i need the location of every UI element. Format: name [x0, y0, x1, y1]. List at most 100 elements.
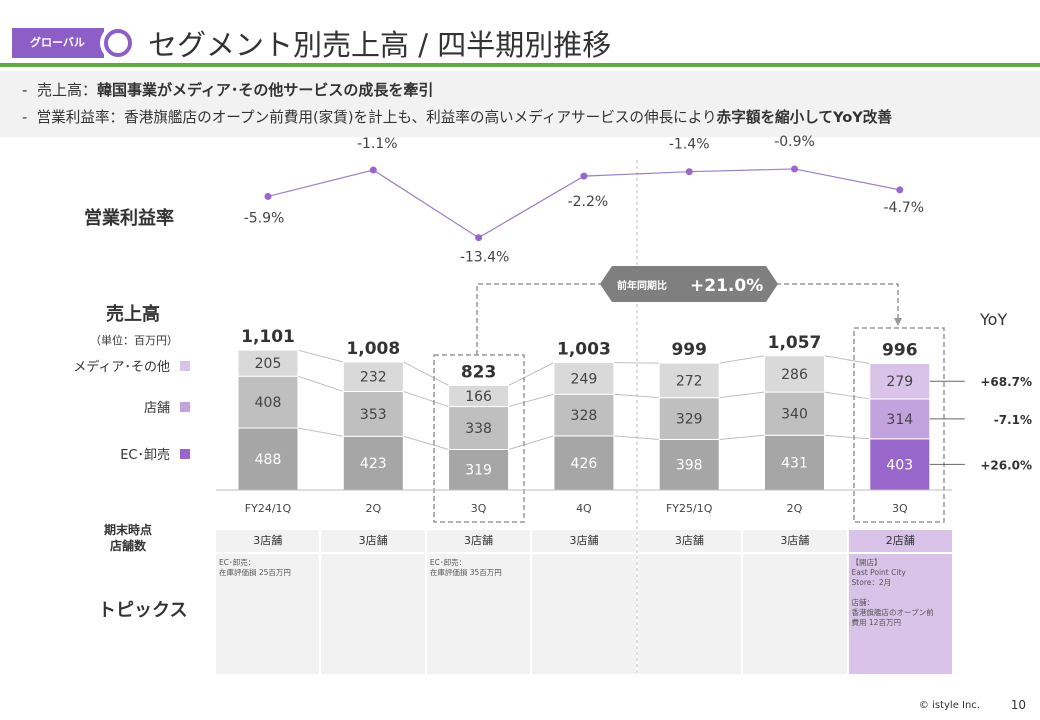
yoy-badge [600, 266, 778, 302]
segment-connector [403, 390, 449, 408]
bar-value-label: 314 [886, 412, 913, 428]
bar-value-label: 338 [465, 421, 492, 437]
segment-connector [613, 362, 660, 364]
unit-label: （単位：百万円） [90, 334, 178, 347]
topics-row: EC･卸売： 在庫評価損 25百万円 EC･卸売： 在庫評価損 35百万円 【開… [216, 554, 952, 674]
store-count-cell: 2店舗 [848, 530, 952, 552]
yoy-value: +26.0% [980, 458, 1032, 472]
summary-line-1: - 売上高：韓国事業がメディア･その他サービスの成長を牽引 [22, 79, 433, 100]
x-tick-label: 3Q [892, 502, 908, 515]
margin-value-label: -2.2% [568, 194, 609, 210]
legend-label: メディア･その他 [73, 360, 170, 375]
segment-connector [297, 349, 344, 363]
margin-point [685, 168, 693, 176]
highlight-box-fy25-3q [853, 327, 945, 523]
x-axis-labels: FY24/1Q 2Q 3Q 4Q FY25/1Q 2Q 3Q [245, 502, 908, 515]
margin-value-label: -5.9% [244, 210, 285, 226]
topic-cell [637, 554, 742, 674]
store-count-cell: 3店舗 [321, 530, 425, 552]
bar-segment [764, 355, 825, 393]
bar-total-label: 1,003 [557, 340, 611, 360]
bar-value-label: 340 [781, 407, 808, 423]
bar-segment [342, 390, 404, 437]
segment-connector [403, 361, 449, 386]
bar-value-label: 232 [360, 370, 387, 386]
yoy-connector-left [476, 283, 602, 355]
margin-value-label: -4.7% [883, 200, 924, 216]
segment-connector [297, 427, 344, 437]
bar-value-label: 423 [360, 456, 387, 472]
topic-cell [743, 554, 847, 674]
bar-segment [237, 349, 299, 377]
arrow-down-icon [894, 318, 902, 326]
summary-text: 香港旗艦店のオープン前費用(家賃)を計上も、利益率の高いメディアサービスの伸長に… [124, 109, 717, 126]
summary-line-2: - 営業利益率：香港旗艦店のオープン前費用(家賃)を計上も、利益率の高いメディア… [22, 106, 892, 127]
legend-swatch [180, 401, 190, 412]
margin-label: 営業利益率 [84, 208, 174, 229]
bar-total-label: 999 [671, 340, 707, 360]
bar-segment [448, 448, 510, 491]
summary-label: 営業利益率： [36, 109, 125, 126]
segment-connector [719, 434, 765, 440]
bar-segment [553, 435, 615, 491]
segment-connector [613, 393, 660, 399]
ring-icon [100, 25, 136, 61]
yoy-header: YoY [980, 310, 1008, 329]
bar-value-label: 408 [255, 395, 282, 411]
legend: メディア･その他 店舗 EC･卸売 [40, 352, 190, 472]
topic-cell: 【開店】 East Point City Store：2月 店舗： 香港旗艦店の… [848, 554, 952, 674]
store-count-cell: 3店舗 [637, 530, 742, 552]
stores-row: 3店舗 3店舗 3店舗 3店舗 3店舗 3店舗 2店舗 [216, 530, 952, 552]
margin-point [896, 186, 904, 194]
margin-point [369, 166, 377, 174]
bar-segment [553, 362, 615, 395]
bar-value-label: 279 [886, 374, 913, 390]
bar-segment [237, 427, 299, 491]
segment-connector [824, 434, 870, 440]
bar-value-label: 426 [571, 456, 598, 472]
summary-bold: 韓国事業がメディア･その他サービスの成長を牽引 [96, 81, 434, 99]
yoy-connector-right [776, 283, 899, 322]
bullet: - [22, 109, 28, 126]
bullet: - [22, 81, 28, 99]
margin-point [580, 172, 588, 180]
yoy-badge-value: +21.0% [690, 276, 763, 296]
bar-value-label: 431 [781, 456, 808, 472]
bar-segment [869, 363, 931, 400]
yoy-annotations: +26.0% -7.1% +68.7% [929, 375, 1032, 472]
store-count-cell: 3店舗 [216, 530, 320, 552]
topic-cell [532, 554, 636, 674]
bar-segment [658, 438, 720, 491]
bar-segment [342, 435, 404, 491]
margin-value-label: -1.4% [669, 137, 710, 153]
topic-cell: EC･卸売： 在庫評価損 35百万円 [426, 554, 531, 674]
margin-value-label: -13.4% [460, 250, 510, 266]
segment-connector [508, 362, 555, 386]
region-badge-label: グローバル [30, 36, 85, 49]
margin-point [264, 192, 272, 200]
bar-segment [658, 397, 720, 440]
x-tick-label: FY24/1Q [245, 502, 292, 515]
bar-segment [448, 384, 510, 408]
store-count-cell: 3店舗 [743, 530, 847, 552]
bar-value-label: 403 [886, 457, 913, 473]
info-table: 3店舗 3店舗 3店舗 3店舗 3店舗 3店舗 2店舗 EC･卸売： 在庫評価損… [216, 530, 952, 674]
page-title: セグメント別売上高 / 四半期別推移 [148, 28, 612, 62]
topic-cell: EC･卸売： 在庫評価損 25百万円 [216, 554, 320, 674]
summary-label: 売上高： [36, 81, 97, 99]
legend-swatch [180, 360, 190, 371]
bar-total-label: 1,057 [768, 333, 822, 353]
segment-connector [508, 435, 555, 450]
margin-line-chart: -5.9%-1.1%-13.4%-2.2%-1.4% -0.9%-4.7% [244, 134, 924, 266]
summary-box: - 売上高：韓国事業がメディア･その他サービスの成長を牽引 - 営業利益率：香港… [0, 71, 1040, 137]
bar-value-label: 249 [571, 371, 598, 387]
bar-value-label: 398 [676, 458, 703, 474]
margin-point [791, 165, 798, 173]
bar-value-label: 353 [360, 407, 387, 423]
segment-connector [824, 391, 870, 400]
segment-connector [824, 355, 870, 365]
bar-total-label: 1,101 [241, 327, 295, 347]
sales-bar-chart: 488 408 205 1,101 423 353 232 1,008 319 338 166 823… [237, 327, 931, 491]
x-tick-label: 2Q [787, 502, 803, 515]
bar-value-label: 328 [571, 408, 598, 424]
